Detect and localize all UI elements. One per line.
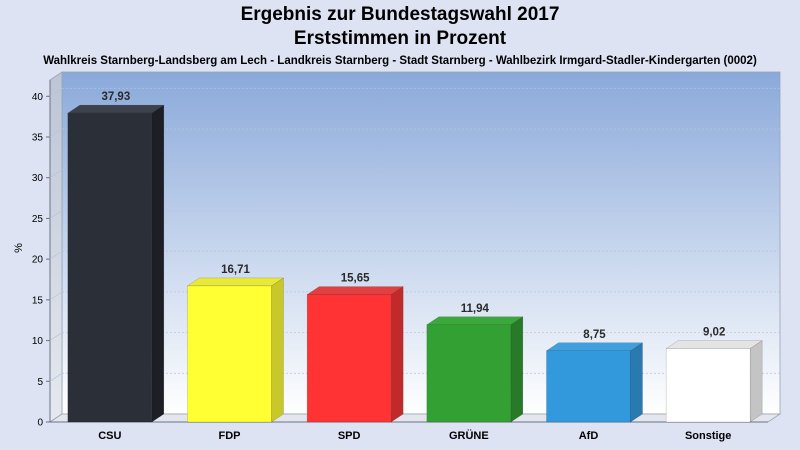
- bar-front: [67, 112, 153, 423]
- y-tick-label: 15: [32, 295, 44, 306]
- bar-side: [151, 104, 165, 423]
- grid-line-side: [49, 87, 63, 97]
- grid-line-side: [49, 291, 63, 301]
- bar-side: [510, 316, 524, 423]
- grid-line-side: [49, 332, 63, 341]
- y-tick-label: 30: [32, 173, 44, 184]
- x-category-label: AfD: [579, 430, 599, 442]
- bar-top: [426, 316, 524, 326]
- bar-value-label: 16,71: [221, 264, 250, 276]
- grid-line-side: [49, 128, 63, 138]
- bar-sonstige: 9,02: [665, 327, 763, 423]
- bar-value-label: 11,94: [461, 303, 490, 315]
- y-tick-label: 25: [32, 214, 44, 225]
- bar-value-label: 9,02: [703, 327, 725, 339]
- bar-front: [426, 324, 512, 423]
- bar-csu: 37,93: [67, 91, 165, 423]
- bar-front: [306, 294, 392, 423]
- bar-top: [306, 286, 404, 295]
- bar-top: [665, 340, 763, 349]
- y-tick-label: 10: [32, 336, 44, 347]
- bar-afd: 8,75: [545, 329, 644, 423]
- bar-value-label: 15,65: [341, 273, 370, 285]
- bar-front: [665, 348, 751, 423]
- grid-line-side: [49, 210, 63, 219]
- bar-front: [546, 350, 631, 423]
- bar-spd: 15,65: [306, 273, 404, 423]
- y-tick-label: 0: [37, 418, 43, 429]
- bar-value-label: 8,75: [583, 329, 606, 341]
- x-category-label: FDP: [219, 430, 241, 442]
- bar-top: [67, 104, 165, 114]
- x-category-label: CSU: [98, 430, 121, 442]
- bar-top: [186, 277, 285, 287]
- plot-back-wall: [61, 71, 781, 415]
- category-labels: CSU FDP SPD GRÜNE AfD Sonstige: [98, 429, 731, 442]
- bars: 37,93 16,71 15,65 11,94 8,75 9,02: [67, 91, 763, 423]
- x-category-label: Sonstige: [685, 430, 731, 442]
- grid-line-side: [49, 250, 63, 260]
- grid-line-side: [49, 169, 63, 179]
- bar-side: [271, 277, 284, 423]
- chart-title: Ergebnis zur Bundestagswahl 2017: [240, 4, 560, 25]
- chart-subtitle: Erststimmen in Prozent: [293, 28, 507, 49]
- bar-value-label: 37,93: [101, 91, 130, 103]
- bar-fdp: 16,71: [186, 264, 285, 423]
- bar-grüne: 11,94: [426, 303, 524, 423]
- plot-left-wall: [49, 71, 63, 423]
- y-axis-label: %: [13, 243, 25, 253]
- x-category-label: GRÜNE: [449, 429, 489, 442]
- grid-lines: [49, 87, 780, 382]
- bar-side: [749, 340, 763, 423]
- y-tick-label: 5: [37, 377, 43, 388]
- bar-side: [390, 286, 404, 423]
- y-tick-label: 20: [32, 255, 44, 266]
- y-tick-label: 40: [32, 92, 44, 103]
- y-axis-ticks: 0 5 10 15 20 25 30 35 40: [32, 92, 50, 429]
- chart-caption: Wahlkreis Starnberg-Landsberg am Lech - …: [43, 55, 757, 67]
- grid-line-side: [49, 372, 63, 382]
- bar-front: [187, 285, 272, 423]
- y-tick-label: 35: [32, 133, 44, 144]
- bar-side: [630, 342, 643, 423]
- x-category-label: SPD: [338, 430, 361, 442]
- bar-top: [545, 342, 644, 351]
